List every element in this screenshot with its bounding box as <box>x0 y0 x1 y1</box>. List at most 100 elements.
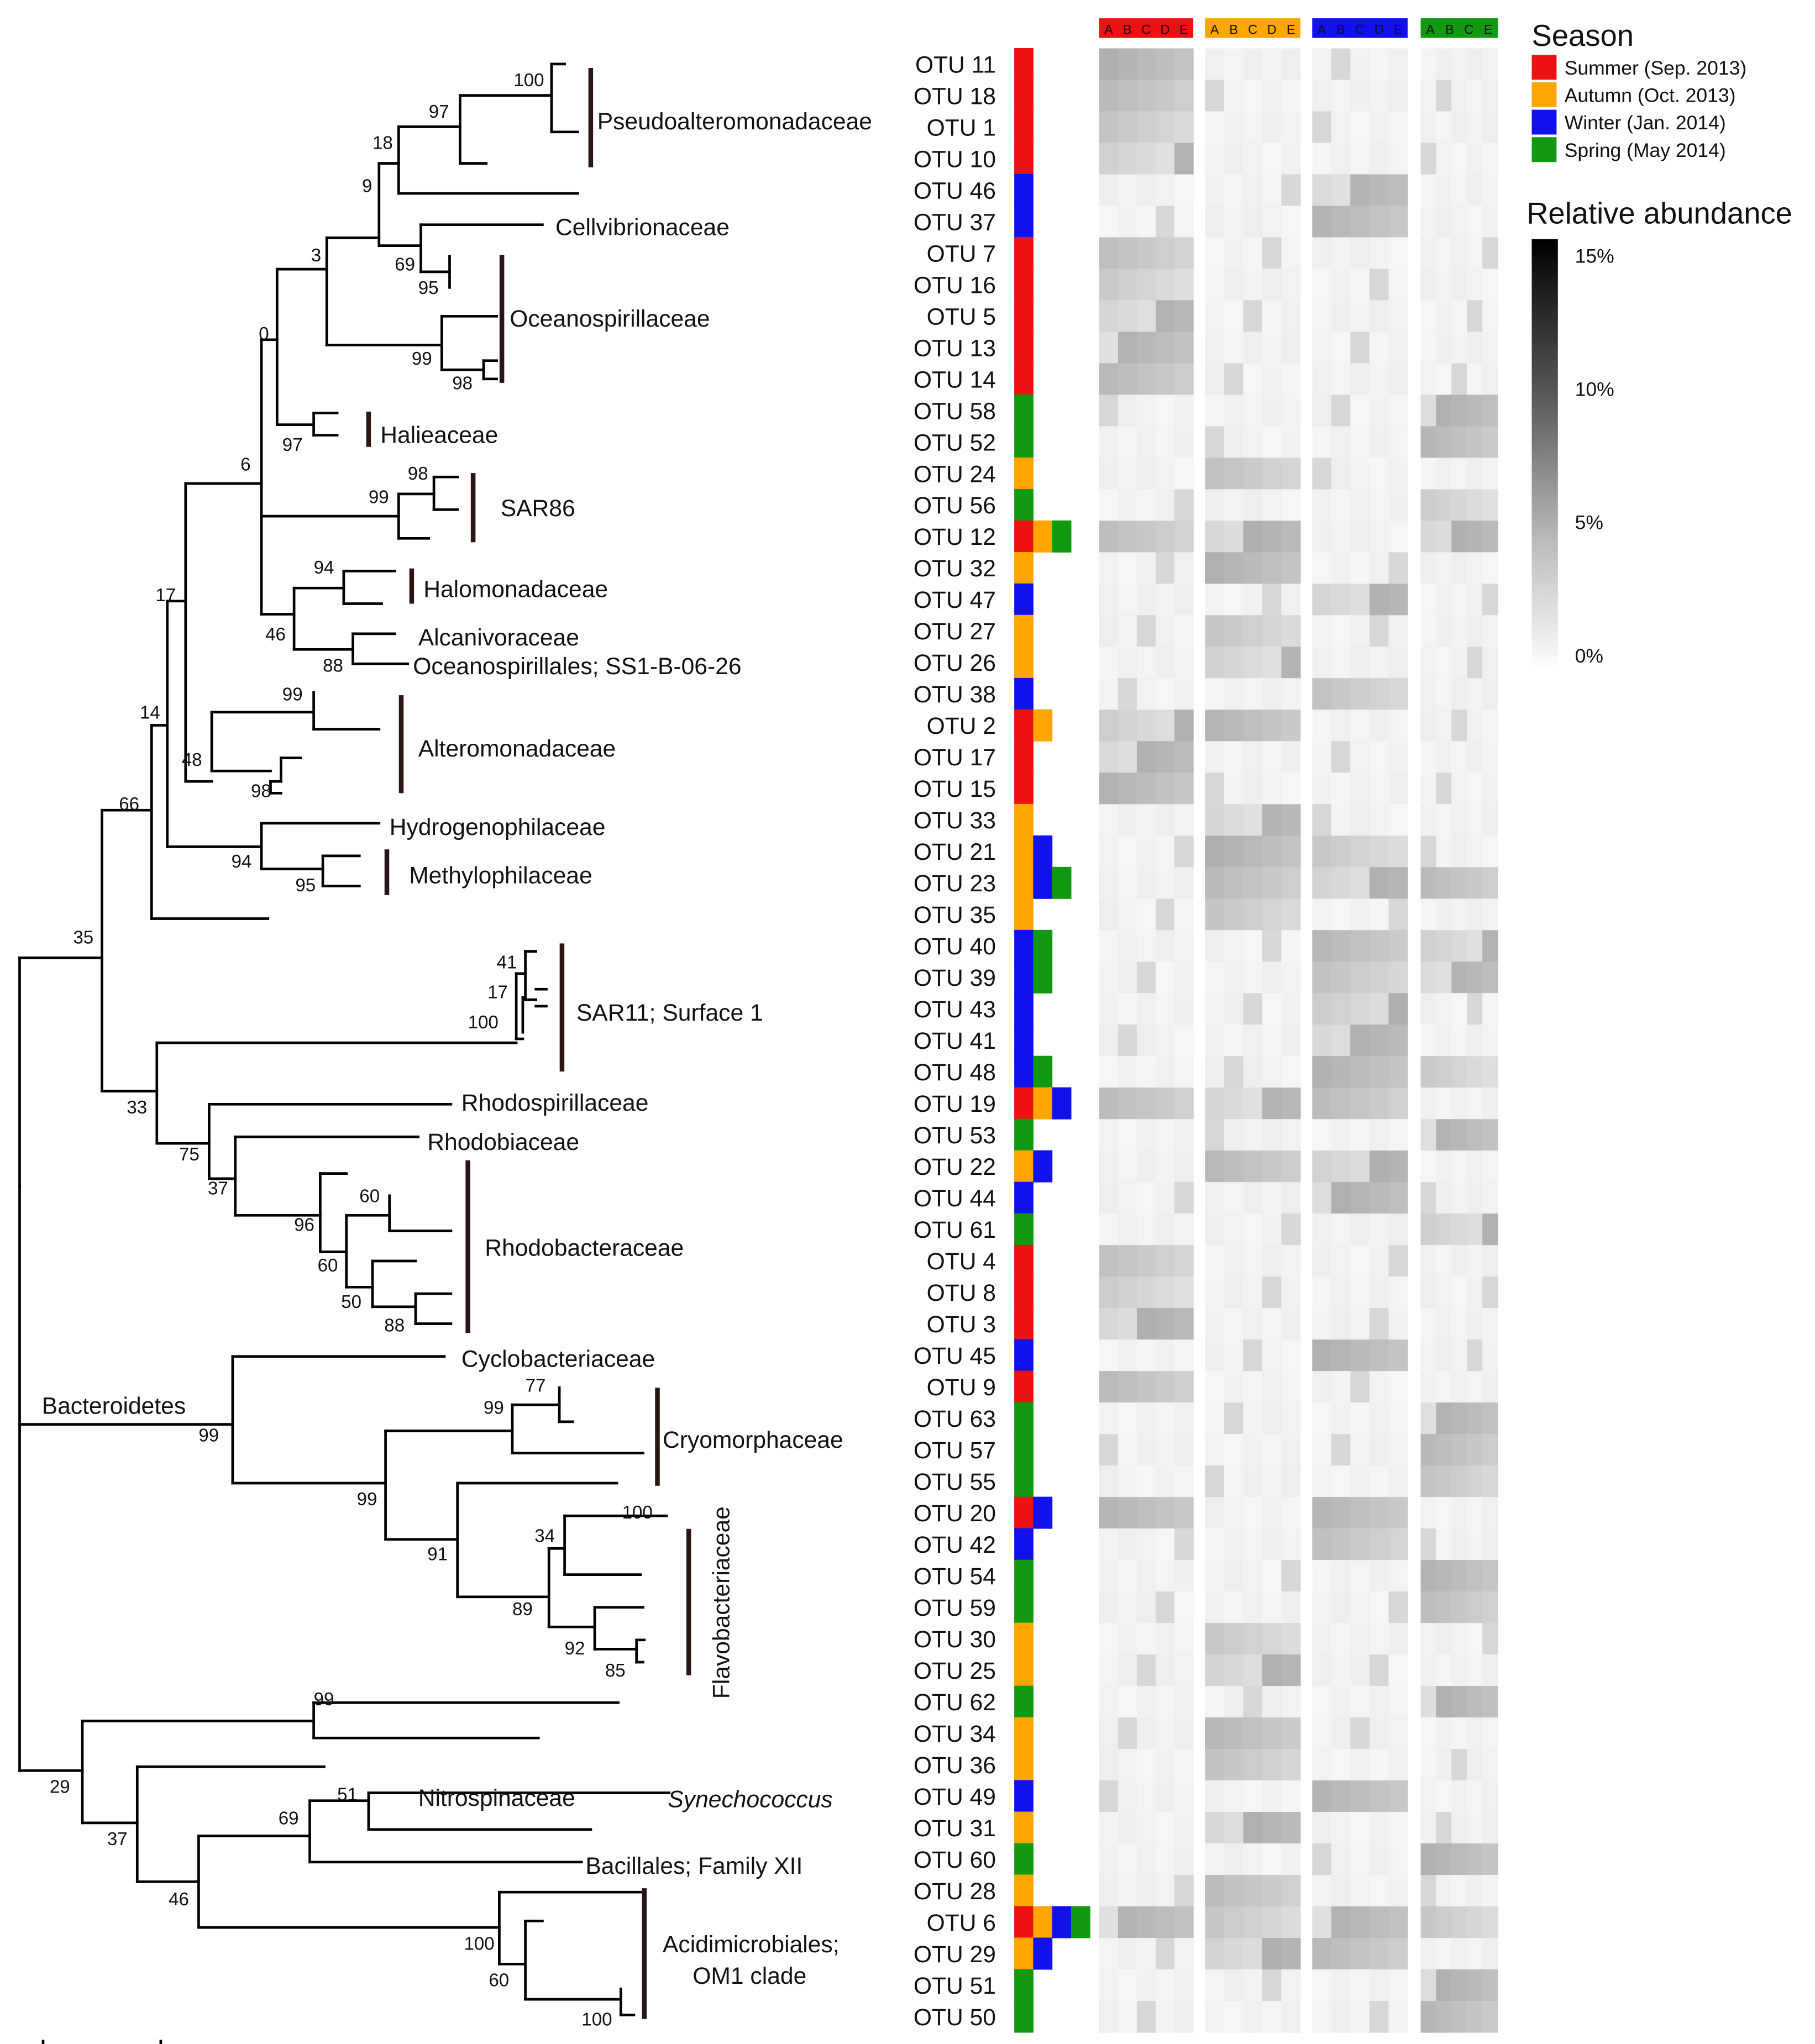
otu-label: OTU 5 <box>927 303 996 330</box>
bootstrap-value: 17 <box>155 585 176 606</box>
heatmap-cell <box>1350 993 1370 1025</box>
heatmap-cell <box>1174 1717 1194 1749</box>
heatmap-cell <box>1205 458 1225 490</box>
heatmap-column-letter: C <box>1355 23 1365 38</box>
heatmap-cell <box>1350 804 1370 836</box>
heatmap-cell <box>1331 647 1351 679</box>
heatmap-cell <box>1224 1339 1244 1372</box>
heatmap-cell <box>1451 1843 1467 1875</box>
season-indicator-cell <box>1014 1874 1034 1907</box>
bootstrap-value: 96 <box>294 1215 314 1236</box>
heatmap-cell <box>1436 1119 1452 1151</box>
heatmap-cell <box>1451 1182 1467 1214</box>
heatmap-cell <box>1262 1875 1282 1907</box>
heatmap-cell <box>1369 1497 1389 1529</box>
heatmap-cell <box>1224 300 1244 332</box>
heatmap-cell <box>1482 1308 1498 1340</box>
heatmap-cell <box>1243 1308 1263 1340</box>
heatmap-cell <box>1312 521 1332 553</box>
heatmap-cell <box>1243 584 1263 616</box>
heatmap-cell <box>1369 804 1389 836</box>
heatmap-cell <box>1350 615 1370 647</box>
heatmap-cell <box>1420 678 1436 710</box>
heatmap-cell <box>1350 1150 1370 1183</box>
heatmap-cell <box>1118 1654 1137 1686</box>
heatmap-cell <box>1451 1686 1467 1718</box>
heatmap-cell <box>1312 836 1332 868</box>
heatmap-cell <box>1420 1402 1436 1435</box>
heatmap-cell <box>1369 1591 1389 1623</box>
heatmap-cell <box>1369 1812 1389 1844</box>
heatmap-cell <box>1243 1402 1263 1435</box>
bootstrap-value: 88 <box>384 1316 405 1336</box>
heatmap-cell <box>1388 300 1408 332</box>
heatmap-cell <box>1369 1024 1389 1057</box>
heatmap-cell <box>1388 1528 1408 1560</box>
bootstrap-value: 99 <box>412 349 432 369</box>
heatmap-cell <box>1467 898 1483 931</box>
season-indicator-cell <box>1014 929 1034 962</box>
heatmap-cell <box>1482 1245 1498 1277</box>
bootstrap-value: 18 <box>373 133 393 154</box>
heatmap-cell <box>1205 426 1225 458</box>
heatmap-cell <box>1312 395 1332 427</box>
heatmap-cell <box>1281 521 1301 553</box>
otu-label: OTU 18 <box>914 83 996 109</box>
heatmap-cell <box>1436 1465 1452 1497</box>
heatmap-cell <box>1136 993 1156 1025</box>
heatmap-cell <box>1281 1812 1301 1844</box>
heatmap-cell <box>1224 1969 1244 2001</box>
heatmap-cell <box>1331 584 1351 616</box>
heatmap-cell <box>1482 961 1498 994</box>
otu-label: OTU 44 <box>914 1185 996 1212</box>
heatmap-cell <box>1350 898 1370 931</box>
heatmap-cell <box>1243 1119 1263 1151</box>
bootstrap-value: 35 <box>73 927 93 948</box>
otu-label: OTU 6 <box>927 1910 996 1936</box>
heatmap-cell <box>1281 1056 1301 1088</box>
heatmap-cell <box>1205 1087 1225 1120</box>
heatmap-cell <box>1436 1402 1452 1435</box>
abundance-color-bar <box>1531 239 1558 671</box>
season-legend-label: Winter (Jan. 2014) <box>1565 112 1726 134</box>
heatmap-cell <box>1281 1434 1301 1466</box>
otu-label: OTU 2 <box>927 713 996 739</box>
heatmap-cell <box>1369 458 1389 490</box>
bootstrap-value: 99 <box>357 1489 377 1510</box>
heatmap-cell <box>1420 1875 1436 1907</box>
taxon-label: OM1 clade <box>693 1963 806 1989</box>
heatmap-cell <box>1099 1623 1119 1655</box>
season-indicator-cell <box>1014 520 1034 553</box>
heatmap-cell <box>1224 1056 1244 1088</box>
bootstrap-value: 98 <box>251 781 271 802</box>
heatmap-cell <box>1388 426 1408 458</box>
heatmap-cell <box>1281 1560 1301 1592</box>
heatmap-cell <box>1350 1213 1370 1246</box>
heatmap-cell <box>1331 678 1351 710</box>
heatmap-cell <box>1467 1024 1483 1057</box>
heatmap-cell <box>1243 1087 1263 1120</box>
heatmap-cell <box>1388 615 1408 647</box>
heatmap-cell <box>1243 1339 1263 1372</box>
heatmap-cell <box>1099 930 1119 962</box>
bootstrap-value: 92 <box>565 1638 585 1659</box>
heatmap-cell <box>1205 898 1225 931</box>
heatmap-cell <box>1174 1654 1194 1686</box>
heatmap-cell <box>1136 1717 1156 1749</box>
heatmap-cell <box>1205 584 1225 616</box>
otu-label: OTU 51 <box>914 1973 996 1999</box>
heatmap-cell <box>1262 2001 1282 2033</box>
heatmap-cell <box>1205 1119 1225 1151</box>
heatmap-cell <box>1099 458 1119 490</box>
heatmap-cell <box>1312 1024 1332 1057</box>
season-indicator-cell <box>1033 520 1053 553</box>
heatmap-cell <box>1451 1245 1467 1277</box>
heatmap-cell <box>1205 1371 1225 1403</box>
season-legend-label: Autumn (Oct. 2013) <box>1565 85 1736 107</box>
heatmap-cell <box>1099 1717 1119 1749</box>
heatmap-cell <box>1118 552 1137 584</box>
heatmap-cell <box>1099 1119 1119 1151</box>
otu-label: OTU 46 <box>914 177 996 204</box>
heatmap-cell <box>1224 993 1244 1025</box>
heatmap-cell <box>1174 174 1194 207</box>
